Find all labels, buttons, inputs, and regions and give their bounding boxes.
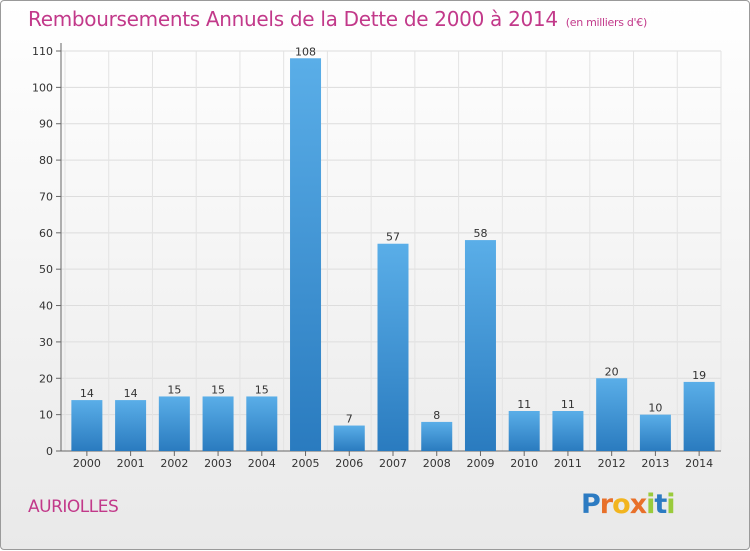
y-tick-label: 30	[39, 336, 53, 349]
bar	[508, 411, 540, 451]
bar	[333, 425, 365, 451]
data-label: 108	[295, 45, 316, 58]
y-tick-label: 110	[32, 45, 53, 58]
bar	[290, 58, 322, 451]
data-label: 14	[80, 387, 94, 400]
bar	[115, 400, 147, 451]
x-tick-label: 2001	[117, 457, 145, 470]
bar	[596, 378, 628, 451]
x-tick-label: 2008	[423, 457, 451, 470]
x-tick-label: 2012	[598, 457, 626, 470]
y-tick-label: 90	[39, 118, 53, 131]
logo-letter: o	[612, 489, 631, 520]
logo-letter: x	[629, 489, 647, 520]
bar	[71, 400, 103, 451]
y-tick-label: 80	[39, 154, 53, 167]
bar	[552, 411, 584, 451]
x-tick-label: 2006	[335, 457, 363, 470]
x-tick-label: 2004	[248, 457, 276, 470]
y-tick-label: 70	[39, 190, 53, 203]
data-label: 8	[433, 409, 440, 422]
x-tick-label: 2005	[292, 457, 320, 470]
bar	[202, 396, 234, 451]
x-tick-label: 2009	[466, 457, 494, 470]
bar	[377, 243, 409, 451]
data-label: 57	[386, 231, 400, 244]
labels: 0 10 20 30 40 50 60 70 80 90 100 110 14 2000 14 2001 15 2…	[32, 45, 713, 470]
data-label: 20	[605, 365, 619, 378]
chart-title-text: Remboursements Annuels de la Dette de 20…	[28, 7, 558, 31]
x-tick-label: 2013	[641, 457, 669, 470]
commune-name: AURIOLLES	[28, 497, 119, 517]
bar	[464, 240, 496, 451]
y-tick-label: 60	[39, 227, 53, 240]
x-tick-label: 2000	[73, 457, 101, 470]
data-label: 15	[211, 383, 225, 396]
x-tick-label: 2014	[685, 457, 713, 470]
y-tick-label: 20	[39, 372, 53, 385]
bar	[639, 414, 671, 451]
logo-letter: t	[654, 489, 667, 520]
x-tick-label: 2002	[160, 457, 188, 470]
y-tick-label: 100	[32, 81, 53, 94]
logo-letter: r	[599, 489, 613, 520]
data-label: 15	[167, 383, 181, 396]
data-label: 58	[473, 227, 487, 240]
data-label: 11	[561, 398, 575, 411]
data-label: 10	[648, 402, 662, 415]
y-tick-label: 0	[46, 445, 53, 458]
data-label: 14	[124, 387, 138, 400]
bar	[158, 396, 190, 451]
data-label: 19	[692, 369, 706, 382]
x-tick-label: 2010	[510, 457, 538, 470]
logo-letter: i	[646, 489, 655, 520]
logo-letter: P	[581, 489, 601, 520]
y-tick-label: 50	[39, 263, 53, 276]
proxiti-logo: Proxiti	[581, 489, 676, 520]
bar	[421, 421, 453, 451]
bar	[683, 381, 715, 451]
chart-subtitle: (en milliers d'€)	[565, 16, 647, 29]
bar	[246, 396, 278, 451]
logo-letter: i	[666, 489, 675, 520]
y-tick-label: 40	[39, 300, 53, 313]
chart-title: Remboursements Annuels de la Dette de 20…	[28, 7, 647, 31]
data-label: 11	[517, 398, 531, 411]
y-tick-label: 10	[39, 409, 53, 422]
x-tick-label: 2011	[554, 457, 582, 470]
data-label: 15	[255, 383, 269, 396]
data-label: 7	[346, 413, 353, 426]
x-tick-label: 2003	[204, 457, 232, 470]
x-tick-label: 2007	[379, 457, 407, 470]
bars	[71, 58, 715, 451]
